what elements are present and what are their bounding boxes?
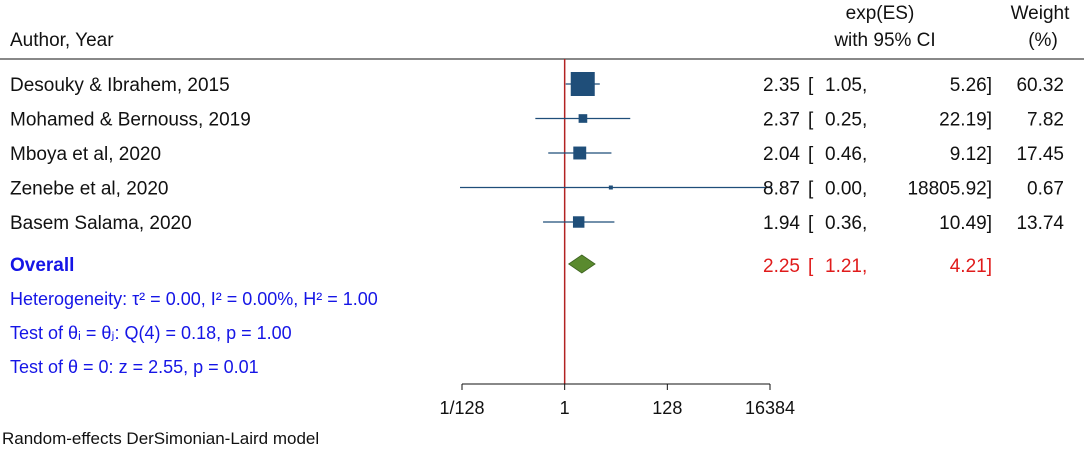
- study-rows: Desouky & Ibrahem, 2015 2.35 [1.05, 5.26] 60…: [10, 72, 1064, 234]
- weight-square: [570, 72, 595, 96]
- weight-text: 0.67: [1027, 179, 1064, 200]
- study-row: Zenebe et al, 2020 8.87 [0.00, 18805.92] 0.6…: [10, 179, 1064, 200]
- effect-size-text: 2.35: [763, 75, 800, 96]
- overall-diamond: [567, 254, 596, 274]
- ci-upper-text: 5.26]: [950, 75, 992, 96]
- study-row: Desouky & Ibrahem, 2015 2.35 [1.05, 5.26] 60…: [10, 72, 1064, 96]
- weight-text: 17.45: [1016, 144, 1064, 165]
- heterogeneity-text: Heterogeneity: τ² = 0.00, I² = 0.00%, H²…: [10, 289, 378, 309]
- header-effect-line2: with 95% CI: [833, 30, 935, 51]
- weight-text: 60.32: [1016, 75, 1064, 96]
- ci-upper-text: 10.49]: [939, 213, 992, 234]
- header-weight-line1: Weight: [1011, 3, 1071, 24]
- header-weight-line2: (%): [1028, 30, 1058, 51]
- study-label: Zenebe et al, 2020: [10, 179, 168, 200]
- ci-open-bracket: [: [808, 213, 814, 234]
- x-tick-label: 128: [652, 398, 682, 418]
- weight-square: [572, 216, 585, 228]
- weight-text: 7.82: [1027, 110, 1064, 131]
- overall-ci-hi: 4.21]: [950, 256, 992, 277]
- ci-open-bracket: [: [808, 110, 814, 131]
- x-tick-label: 16384: [745, 398, 795, 418]
- overall-ci-lo: 1.21,: [825, 256, 867, 277]
- effect-size-text: 8.87: [763, 179, 800, 200]
- x-axis-ticks: 1/128 1 128 16384: [439, 384, 795, 418]
- overall-ci-open: [: [808, 256, 814, 277]
- ci-upper-text: 22.19]: [939, 110, 992, 131]
- ci-open-bracket: [: [808, 144, 814, 165]
- x-tick-label: 1: [560, 398, 570, 418]
- study-label: Basem Salama, 2020: [10, 213, 192, 234]
- test-zero-text: Test of θ = 0: z = 2.55, p = 0.01: [10, 357, 259, 377]
- overall-label: Overall: [10, 255, 74, 276]
- overall-es: 2.25: [763, 256, 800, 277]
- ci-open-bracket: [: [808, 179, 814, 200]
- footnote: Random-effects DerSimonian-Laird model: [2, 429, 319, 448]
- study-label: Mohamed & Bernouss, 2019: [10, 110, 251, 131]
- ci-lower-text: 0.46,: [825, 144, 867, 165]
- study-row: Basem Salama, 2020 1.94 [0.36, 10.49] 13.74: [10, 213, 1064, 234]
- study-label: Desouky & Ibrahem, 2015: [10, 75, 230, 96]
- weight-square: [573, 146, 587, 160]
- effect-size-text: 1.94: [763, 213, 800, 234]
- ci-lower-text: 1.05,: [825, 75, 867, 96]
- weight-square: [578, 114, 588, 123]
- ci-open-bracket: [: [808, 75, 814, 96]
- study-label: Mboya et al, 2020: [10, 144, 161, 165]
- test-theta-text: Test of θᵢ = θⱼ: Q(4) = 0.18, p = 1.00: [10, 323, 292, 343]
- effect-size-text: 2.37: [763, 110, 800, 131]
- study-row: Mohamed & Bernouss, 2019 2.37 [0.25, 22.19]…: [10, 110, 1064, 131]
- x-tick-label: 1/128: [439, 398, 484, 418]
- ci-upper-text: 9.12]: [950, 144, 992, 165]
- ci-lower-text: 0.25,: [825, 110, 867, 131]
- ci-lower-text: 0.36,: [825, 213, 867, 234]
- ci-upper-text: 18805.92]: [907, 179, 992, 200]
- ci-lower-text: 0.00,: [825, 179, 867, 200]
- weight-square: [608, 185, 613, 190]
- header-study: Author, Year: [10, 30, 114, 51]
- effect-size-text: 2.04: [763, 144, 800, 165]
- header-effect-line1: exp(ES): [846, 3, 915, 24]
- study-row: Mboya et al, 2020 2.04 [0.46, 9.12] 17.45: [10, 144, 1064, 165]
- weight-text: 13.74: [1016, 213, 1064, 234]
